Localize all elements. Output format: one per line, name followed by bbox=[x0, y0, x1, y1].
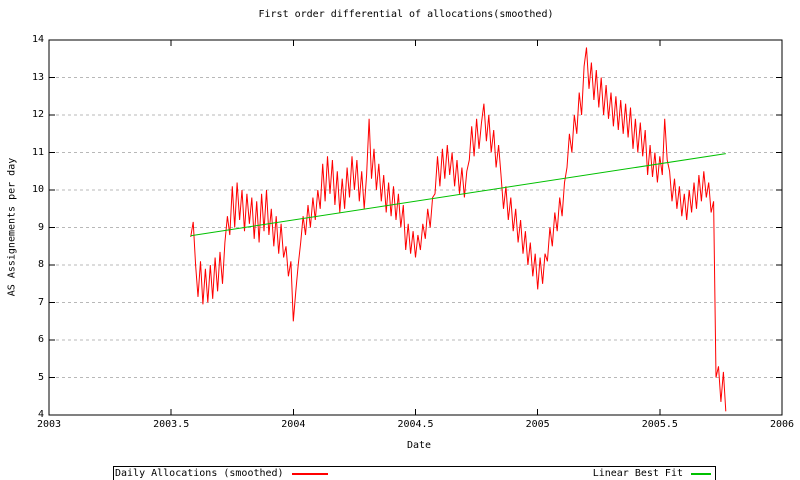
legend-entry-daily: Daily Allocations (smoothed) bbox=[115, 468, 328, 480]
x-tick-label: 2006 bbox=[769, 419, 795, 430]
y-tick-label: 4 bbox=[37, 409, 44, 420]
x-tick-label: 2004.5 bbox=[397, 419, 434, 430]
chart-title: First order differential of allocations(… bbox=[258, 9, 554, 20]
y-tick-label: 9 bbox=[37, 221, 44, 233]
x-tick-label: 2005.5 bbox=[641, 419, 678, 430]
legend-label-fit: Linear Best Fit bbox=[592, 468, 683, 479]
y-tick-label: 6 bbox=[37, 334, 44, 345]
y-tick-label: 10 bbox=[31, 184, 44, 195]
legend-line-sample-daily bbox=[291, 473, 328, 475]
x-tick-label: 2003 bbox=[36, 419, 62, 430]
legend-entry-fit: Linear Best Fit bbox=[593, 468, 711, 480]
y-tick-label: 8 bbox=[37, 259, 44, 270]
y-tick-label: 14 bbox=[31, 34, 44, 45]
x-axis-label: Date bbox=[406, 440, 432, 451]
daily-allocations-line bbox=[190, 47, 727, 412]
x-tick-label: 2003.5 bbox=[153, 419, 190, 430]
legend-line-sample-fit bbox=[691, 473, 711, 475]
y-tick-label: 11 bbox=[31, 146, 44, 158]
linear-best-fit-line bbox=[190, 153, 726, 237]
y-tick-label: 7 bbox=[37, 296, 44, 308]
y-tick-label: 13 bbox=[31, 71, 44, 83]
x-tick-label: 2005 bbox=[525, 419, 550, 430]
plot-area bbox=[48, 39, 783, 416]
legend: Daily Allocations (smoothed) Linear Best… bbox=[113, 466, 716, 480]
x-tick-label: 2004 bbox=[281, 419, 306, 430]
y-tick-label: 5 bbox=[37, 371, 44, 383]
y-tick-label: 12 bbox=[31, 109, 44, 120]
legend-label-daily: Daily Allocations (smoothed) bbox=[115, 468, 284, 479]
